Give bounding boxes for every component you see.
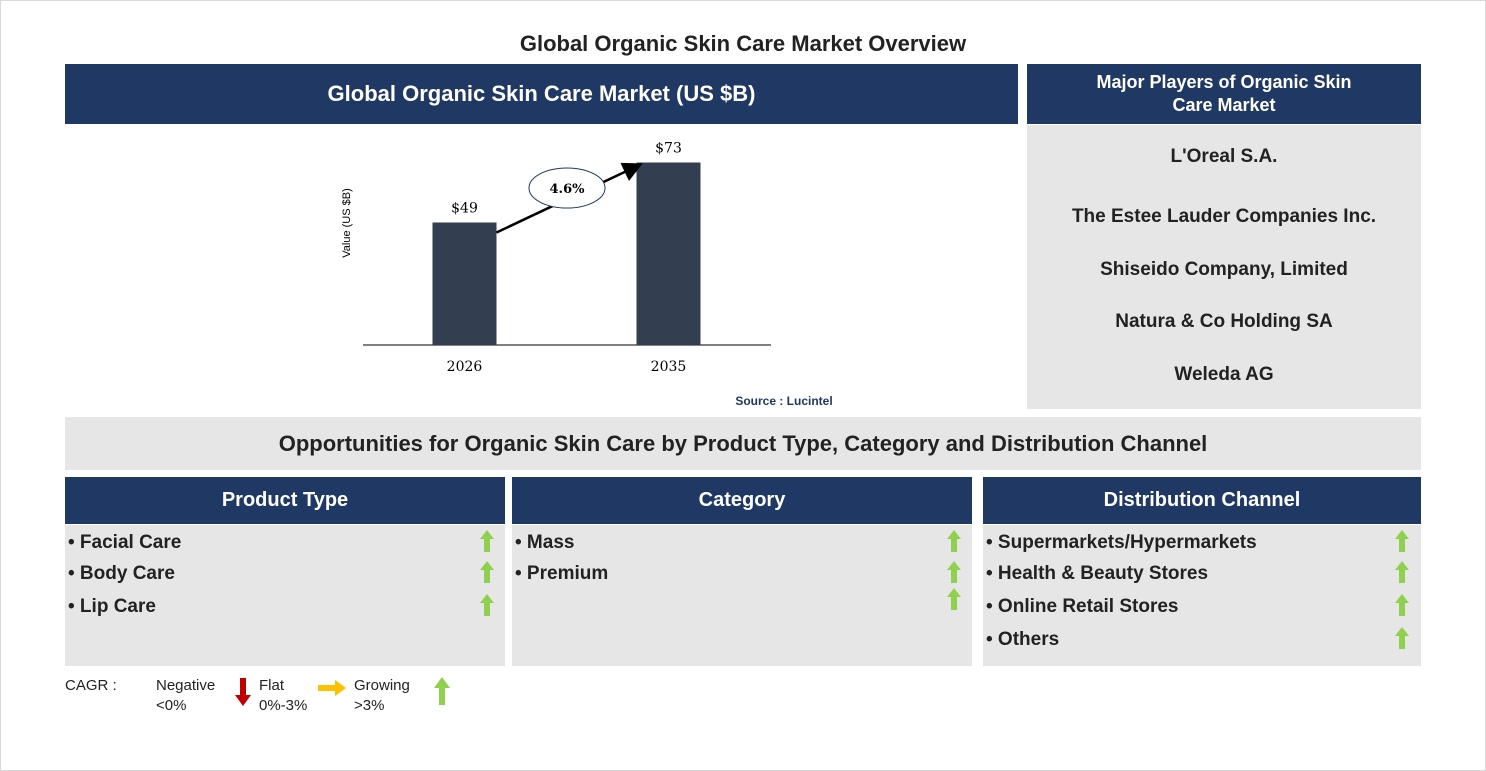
player-name: Shiseido Company, Limited xyxy=(1100,259,1348,280)
opportunity-item: • Online Retail Stores xyxy=(986,596,1179,617)
up-arrow-shape xyxy=(1395,627,1409,649)
y-axis-label: Value (US $B) xyxy=(341,188,353,258)
players-title: Major Players of Organic Skin Care Marke… xyxy=(1027,64,1421,124)
column-body xyxy=(983,525,1421,666)
up-arrow xyxy=(480,530,494,552)
value-label: $73 xyxy=(655,141,682,157)
opportunities-title: Opportunities for Organic Skin Care by P… xyxy=(65,417,1421,470)
down-arrow-shape xyxy=(235,678,251,706)
up-arrow-shape xyxy=(1395,530,1409,552)
player-name: The Estee Lauder Companies Inc. xyxy=(1071,206,1377,227)
source: Source : Lucintel xyxy=(735,394,833,408)
legend-item: Flat xyxy=(259,677,285,694)
legend-range: 0%-3% xyxy=(259,697,308,714)
up-arrow-shape xyxy=(480,561,494,583)
opportunity-item: • Others xyxy=(986,629,1060,650)
up-arrow xyxy=(1395,594,1409,616)
column-body xyxy=(512,525,972,666)
x-tick-label: 2026 xyxy=(447,359,483,375)
up-arrow xyxy=(434,677,450,705)
player-name: Natura & Co Holding SA xyxy=(1115,311,1333,332)
legend-label: CAGR : xyxy=(65,677,117,694)
up-arrow xyxy=(1395,561,1409,583)
up-arrow-shape xyxy=(947,530,961,552)
opportunity-item: • Premium xyxy=(515,563,609,584)
up-arrow xyxy=(480,561,494,583)
column-header: Distribution Channel xyxy=(983,477,1421,524)
legend-item: Negative xyxy=(156,677,216,694)
legend-item: Growing xyxy=(354,677,410,694)
right-arrow-shape xyxy=(318,680,346,696)
cagr-bubble xyxy=(528,167,606,209)
opportunity-item: • Facial Care xyxy=(68,532,182,553)
up-arrow xyxy=(480,594,494,616)
up-arrow-shape xyxy=(434,677,450,705)
up-arrow xyxy=(947,530,961,552)
up-arrow xyxy=(947,561,961,583)
opportunity-item: • Lip Care xyxy=(68,596,156,617)
up-arrow-shape xyxy=(480,530,494,552)
column-header: Category xyxy=(512,477,972,524)
player-name: Weleda AG xyxy=(1174,364,1274,385)
players-panel: L'Oreal S.A. The Estee Lauder Companies I… xyxy=(1027,125,1421,409)
legend-range: >3% xyxy=(354,697,385,714)
opportunity-item: • Supermarkets/Hypermarkets xyxy=(986,532,1257,553)
column-header: Product Type xyxy=(65,477,505,524)
up-arrow xyxy=(1395,627,1409,649)
up-arrow-shape xyxy=(1395,594,1409,616)
up-arrow xyxy=(1395,530,1409,552)
up-arrow xyxy=(947,588,961,610)
player-name: L'Oreal S.A. xyxy=(1170,146,1278,167)
value-label: $49 xyxy=(451,201,478,217)
legend-range: <0% xyxy=(156,697,187,714)
opportunity-item: • Body Care xyxy=(68,563,175,584)
x-tick-label: 2035 xyxy=(651,359,687,375)
up-arrow-shape xyxy=(947,561,961,583)
up-arrow-shape xyxy=(1395,561,1409,583)
chart-title: Global Organic Skin Care Market (US $B) xyxy=(65,64,1018,124)
up-arrow-shape xyxy=(947,588,961,610)
bar xyxy=(432,222,497,345)
page-title: Global Organic Skin Care Market Overview xyxy=(519,31,967,56)
up-arrow-shape xyxy=(480,594,494,616)
opportunity-item: • Health & Beauty Stores xyxy=(986,563,1209,584)
right-arrow xyxy=(318,680,346,696)
opportunity-item: • Mass xyxy=(515,532,575,553)
cagr-label: 4.6% xyxy=(550,182,586,197)
column-body xyxy=(65,525,505,666)
down-arrow xyxy=(235,678,251,706)
bar xyxy=(636,162,701,345)
